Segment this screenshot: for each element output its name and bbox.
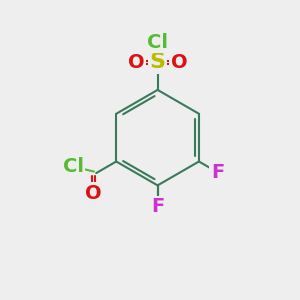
Text: O: O <box>171 53 188 72</box>
Text: S: S <box>150 52 166 72</box>
Text: O: O <box>128 53 144 72</box>
Text: Cl: Cl <box>147 33 168 52</box>
Text: O: O <box>85 184 101 202</box>
Text: Cl: Cl <box>63 158 84 176</box>
Text: F: F <box>211 163 224 182</box>
Text: F: F <box>151 197 164 216</box>
